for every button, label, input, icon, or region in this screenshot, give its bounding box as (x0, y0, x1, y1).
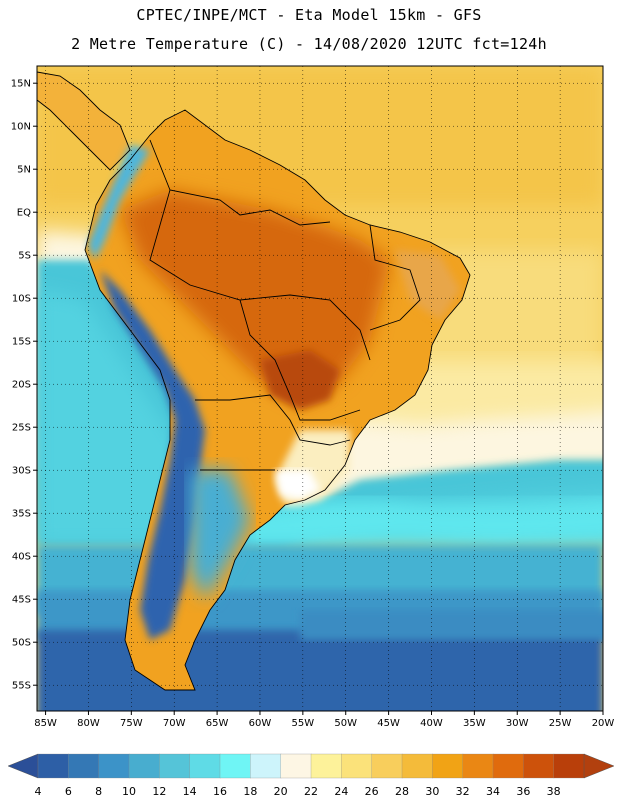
colorbar-low-arrow (7, 753, 39, 779)
lat-tick-label: EQ (17, 208, 31, 219)
northeast-mild (395, 250, 460, 320)
lat-tick-label: 35S (12, 509, 31, 520)
colorbar-label: 32 (456, 785, 470, 798)
patagonia-cool (190, 470, 250, 600)
land-hottest-core (260, 350, 340, 410)
colorbar-swatch (401, 753, 433, 779)
lon-tick-label: 85W (34, 718, 57, 729)
lon-tick-label: 45W (377, 718, 400, 729)
colorbar-label: 34 (486, 785, 500, 798)
colorbar-high-arrow (583, 753, 615, 779)
central-america-land (37, 72, 130, 170)
colorbar-swatch (371, 753, 403, 779)
lat-tick-label: 10S (12, 294, 31, 305)
colorbar-swatch (128, 753, 160, 779)
temperature-field (37, 66, 603, 711)
colorbar-label: 10 (122, 785, 136, 798)
lon-tick-label: 30W (506, 718, 529, 729)
colorbar: 4 6 8 10 12 14 16 18 20 22 24 26 28 30 32 34 36 38 (7, 753, 615, 798)
colorbar-swatch (341, 753, 373, 779)
colorbar-label: 20 (274, 785, 288, 798)
lon-tick-label: 50W (334, 718, 357, 729)
colorbar-swatch (492, 753, 524, 779)
colorbar-label: 22 (304, 785, 318, 798)
latitude-labels: 15N 10N 5N EQ 5S 10S 15S 20S 25S 30S 35S 40S 45S 50S 5… (11, 79, 37, 692)
lon-tick-label: 65W (206, 718, 229, 729)
colorbar-label: 8 (95, 785, 102, 798)
colorbar-swatch (280, 753, 312, 779)
andes-south-cold (100, 270, 205, 640)
lat-tick-label: 10N (11, 122, 31, 133)
colorbar-label: 18 (243, 785, 257, 798)
lat-tick-label: 15S (12, 337, 31, 348)
lat-tick-label: 25S (12, 423, 31, 434)
lon-tick-label: 70W (163, 718, 186, 729)
colorbar-label: 4 (35, 785, 42, 798)
lon-tick-label: 80W (77, 718, 100, 729)
colorbar-swatch (68, 753, 100, 779)
colorbar-label: 24 (334, 785, 348, 798)
colorbar-label: 38 (547, 785, 561, 798)
colorbar-swatch (462, 753, 494, 779)
colorbar-swatch (250, 753, 282, 779)
lat-tick-label: 40S (12, 552, 31, 563)
colorbar-label: 12 (152, 785, 166, 798)
colorbar-label: 30 (425, 785, 439, 798)
colorbar-swatch (432, 753, 464, 779)
colorbar-swatch (98, 753, 130, 779)
lon-tick-label: 35W (463, 718, 486, 729)
land-hot-core (120, 190, 390, 400)
lon-tick-label: 40W (420, 718, 443, 729)
lat-tick-label: 45S (12, 595, 31, 606)
colorbar-swatch (159, 753, 191, 779)
lon-tick-label: 75W (120, 718, 143, 729)
lon-tick-label: 60W (249, 718, 272, 729)
colorbar-swatch (219, 753, 251, 779)
colorbar-swatch (189, 753, 221, 779)
rio-de-la-plata-region (275, 470, 320, 500)
colorbar-swatch (523, 753, 555, 779)
map-frame (36, 65, 604, 712)
chart-subtitle: 2 Metre Temperature (C) - 14/08/2020 12U… (71, 35, 547, 53)
lon-tick-label: 55W (292, 718, 315, 729)
colorbar-label: 14 (183, 785, 197, 798)
colorbar-label: 28 (395, 785, 409, 798)
colorbar-swatch (553, 753, 585, 779)
colorbar-swatch (310, 753, 342, 779)
lat-tick-label: 5N (17, 165, 31, 176)
longitude-labels: 85W 80W 75W 70W 65W 60W 55W 50W 45W 40W 35W 30W 25W 2… (34, 711, 614, 729)
lat-tick-label: 55S (12, 681, 31, 692)
colorbar-swatch (37, 753, 69, 779)
colorbar-label: 36 (516, 785, 530, 798)
ocean-band-6 (37, 630, 603, 711)
colorbar-label: 6 (65, 785, 72, 798)
colorbar-label: 16 (213, 785, 227, 798)
ocean-band-16 (200, 500, 603, 545)
lon-tick-label: 25W (549, 718, 572, 729)
andes-north-cold (88, 145, 150, 260)
lat-tick-label: 50S (12, 638, 31, 649)
colorbar-label: 26 (365, 785, 379, 798)
ocean-band-8-east (300, 610, 603, 640)
lat-tick-label: 20S (12, 380, 31, 391)
lat-tick-label: 15N (11, 79, 31, 90)
lon-tick-label: 20W (592, 718, 615, 729)
coastlines (37, 71, 471, 691)
chart-title: CPTEC/INPE/MCT - Eta Model 15km - GFS (136, 6, 482, 24)
lat-tick-label: 5S (18, 251, 31, 262)
lat-tick-label: 30S (12, 466, 31, 477)
